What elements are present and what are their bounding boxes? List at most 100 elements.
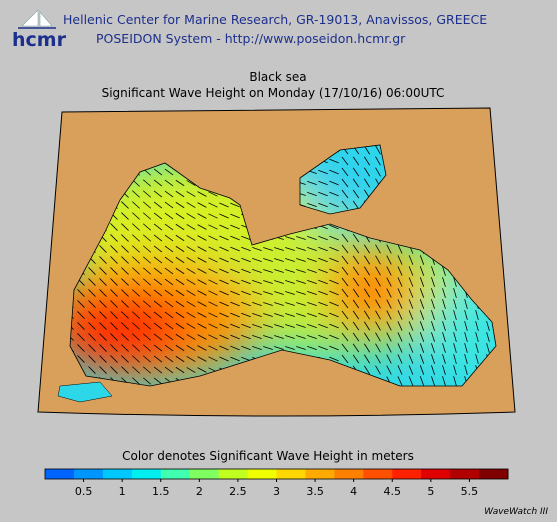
wave-arrow [296, 269, 306, 273]
colorbar-segment [334, 469, 364, 479]
wave-arrow [318, 334, 328, 340]
wave-arrow [132, 223, 140, 231]
wave-arrow [186, 257, 196, 263]
marmara-sea [57, 381, 113, 403]
wave-arrow [296, 313, 306, 317]
wave-arrow [363, 244, 371, 254]
wave-arrow [132, 267, 140, 275]
wave-arrow [386, 321, 392, 331]
wave-arrow [252, 258, 262, 262]
wave-arrow [352, 200, 360, 210]
wave-arrow [442, 266, 446, 276]
wave-arrow [386, 354, 392, 364]
wave-arrow [132, 245, 140, 253]
wave-arrow [397, 310, 403, 320]
wave-arrow [164, 300, 174, 308]
wave-arrow [453, 332, 457, 342]
wave-arrow [375, 310, 381, 320]
wave-arrow [453, 321, 457, 331]
wave-arrow [285, 313, 295, 317]
wave-arrow [186, 268, 196, 274]
wave-arrow [363, 354, 371, 364]
wave-arrow [285, 302, 295, 306]
wave-arrow [121, 333, 129, 341]
wave-arrow [296, 291, 306, 295]
wave-arrow [132, 355, 140, 363]
wave-arrow [475, 321, 479, 331]
wave-arrow [121, 322, 129, 330]
wave-arrow [453, 354, 457, 364]
wave-arrow [197, 345, 207, 351]
wave-arrow [175, 256, 185, 264]
wave-arrow [442, 343, 446, 353]
wave-arrow [329, 279, 339, 285]
wave-arrow [408, 266, 414, 276]
wave-arrow [341, 310, 349, 320]
wave-arrow [241, 246, 251, 252]
wave-arrow [442, 299, 446, 309]
wave-arrow [329, 290, 339, 296]
wave-arrow [386, 244, 392, 254]
wave-arrow [375, 244, 381, 254]
wave-arrow [110, 278, 118, 286]
wave-arrow [408, 321, 414, 331]
wave-arrow [352, 299, 360, 309]
colorbar-segment [102, 469, 133, 479]
wave-arrow [175, 289, 185, 297]
colorbar-segment [189, 469, 220, 479]
wave-arrow [352, 321, 360, 331]
wave-arrow [397, 321, 403, 331]
wave-arrow [153, 267, 163, 275]
wave-arrow [186, 290, 196, 296]
wave-arrow [475, 354, 479, 364]
wave-arrow [164, 311, 174, 319]
wave-arrow [419, 321, 425, 331]
wave-arrow [208, 312, 218, 318]
wave-arrow [99, 322, 107, 330]
wave-arrow [375, 343, 381, 353]
wave-arrow [397, 299, 403, 309]
wave-arrow [397, 277, 403, 287]
wave-arrow [110, 245, 118, 253]
wave-arrow [110, 366, 118, 374]
wave-arrow [197, 191, 207, 197]
wave-arrow [285, 280, 295, 284]
wave-arrow [397, 365, 403, 375]
wave-arrow [153, 168, 163, 176]
wave-arrow [186, 323, 196, 329]
wave-arrow [375, 299, 381, 309]
wave-arrow [132, 234, 140, 242]
wave-arrow [252, 335, 262, 339]
wave-arrow [88, 311, 96, 319]
wave-arrow [419, 288, 425, 298]
wave-arrow [186, 356, 196, 362]
wave-arrow [419, 266, 425, 276]
wave-arrow [307, 346, 317, 350]
wave-arrow [132, 366, 140, 374]
wave-arrow [252, 346, 262, 350]
wave-arrow [329, 257, 339, 263]
wave-arrow [453, 299, 457, 309]
header-line: Hellenic Center for Marine Research, GR-… [63, 12, 487, 27]
wave-arrow [442, 277, 446, 287]
wave-arrow [274, 335, 284, 339]
wave-arrow [307, 280, 317, 284]
wave-arrow [352, 255, 360, 265]
wave-arrow [197, 268, 207, 274]
wave-arrow [408, 332, 414, 342]
wave-arrow [208, 213, 218, 219]
wave-arrow [142, 344, 152, 352]
wave-arrow [318, 202, 328, 208]
wave-arrow [99, 300, 107, 308]
wave-arrow [142, 256, 152, 264]
wave-arrow [329, 312, 339, 318]
wave-arrow [318, 301, 328, 307]
wave-arrow [408, 354, 414, 364]
wave-arrow [230, 290, 240, 296]
wave-arrow [132, 333, 140, 341]
wave-arrow [318, 312, 328, 318]
wave-arrow [419, 255, 425, 265]
wave-arrow [419, 354, 425, 364]
wave-arrow [121, 201, 129, 209]
